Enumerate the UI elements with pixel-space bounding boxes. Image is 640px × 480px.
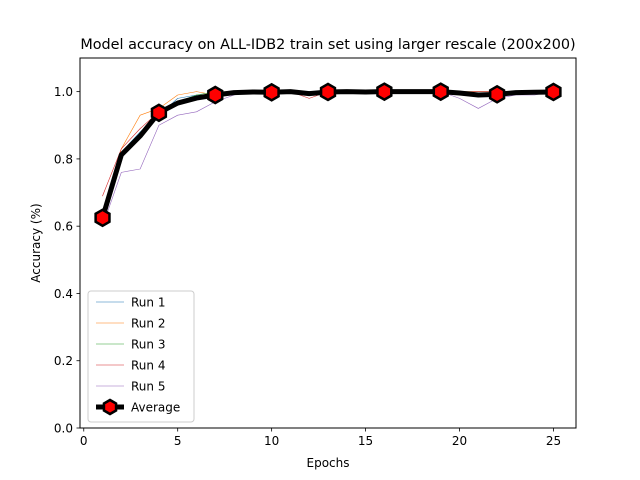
- y-axis-label: Accuracy (%): [29, 203, 43, 282]
- legend-item-run-2: Run 2: [96, 317, 165, 331]
- legend-marker: [102, 398, 118, 416]
- y-tick-label: 0.8: [54, 152, 73, 166]
- x-tick-label: 20: [452, 434, 467, 448]
- chart-title: Model accuracy on ALL-IDB2 train set usi…: [80, 37, 575, 53]
- legend-label: Run 2: [131, 317, 165, 331]
- average-marker: [150, 103, 168, 123]
- legend-item-average: Average: [96, 398, 180, 416]
- legend-box: [87, 290, 195, 423]
- x-tick-label: 25: [546, 434, 561, 448]
- average-marker: [432, 82, 449, 102]
- y-tick-label: 1.0: [54, 85, 73, 99]
- legend-label: Run 5: [131, 380, 165, 394]
- y-tick-label: 0.0: [54, 422, 73, 436]
- axes-frame: [79, 57, 577, 429]
- legend-item-run-5: Run 5: [96, 380, 165, 394]
- axis-ticks: 0 5 10 15 20 25 0.0 0.2 0.4 0.6 0.8 1.0: [54, 85, 561, 448]
- plot-area: [94, 82, 562, 228]
- legend: Run 1 Run 2 Run 3 Run 4 Run 5 Average: [87, 290, 195, 423]
- average-marker: [545, 82, 562, 102]
- x-tick-label: 5: [174, 434, 182, 448]
- y-tick-label: 0.2: [54, 354, 73, 368]
- x-tick-label: 0: [80, 434, 88, 448]
- legend-label: Run 1: [131, 296, 165, 310]
- legend-label: Run 3: [131, 338, 165, 352]
- average-marker: [94, 208, 111, 228]
- x-axis-label: Epochs: [307, 456, 350, 470]
- y-tick-label: 0.6: [54, 220, 73, 234]
- legend-item-run-4: Run 4: [96, 359, 165, 373]
- average-marker: [319, 82, 337, 102]
- series-average: [94, 82, 562, 228]
- average-marker: [263, 82, 280, 102]
- y-tick-label: 0.4: [54, 287, 73, 301]
- legend-item-run-3: Run 3: [96, 338, 165, 352]
- average-marker: [376, 82, 393, 102]
- legend-label: Average: [131, 401, 180, 415]
- average-marker: [207, 85, 224, 105]
- x-tick-label: 10: [264, 434, 279, 448]
- x-tick-label: 15: [358, 434, 373, 448]
- legend-label: Run 4: [131, 359, 165, 373]
- legend-item-run-1: Run 1: [96, 296, 165, 310]
- average-marker: [488, 84, 506, 104]
